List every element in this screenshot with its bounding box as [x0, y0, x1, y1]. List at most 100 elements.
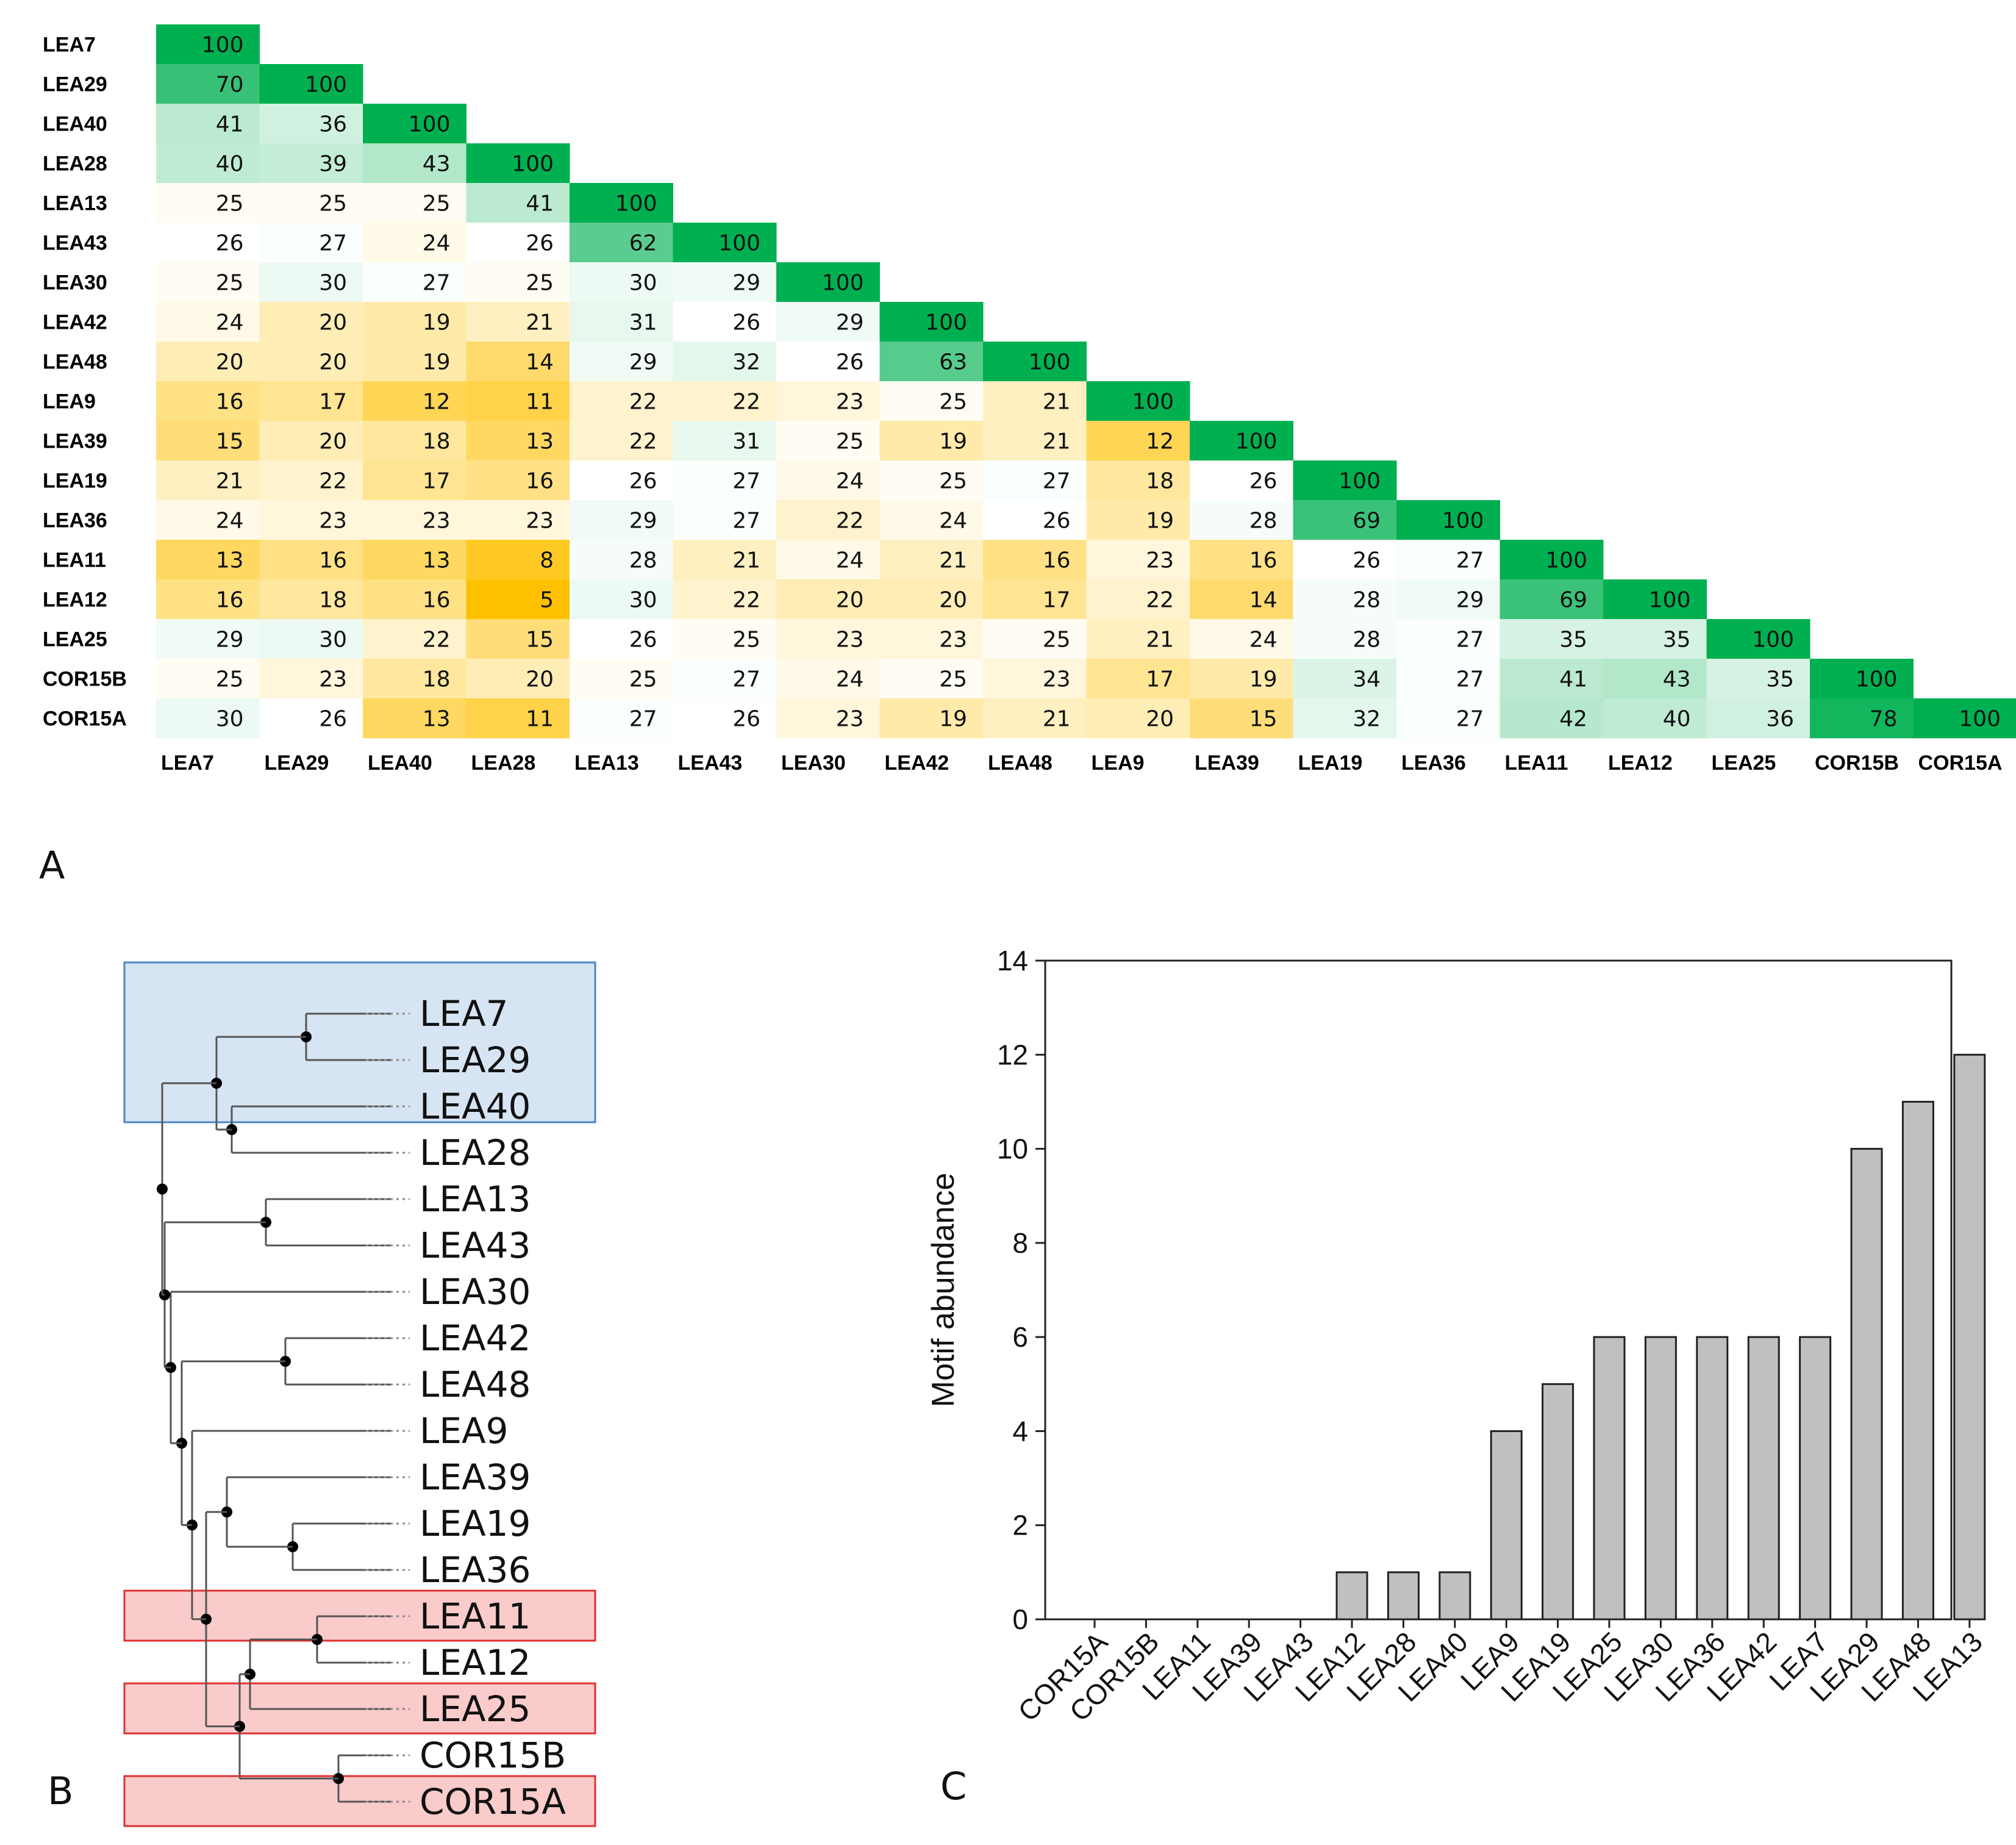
y-tick-label: 4	[1012, 1415, 1028, 1447]
heatmap-cell-value: 26	[629, 628, 657, 653]
bar	[1542, 1383, 1575, 1621]
y-tick-label: 2	[1012, 1510, 1028, 1541]
heatmap-cell-value: 69	[1353, 509, 1381, 534]
heatmap-row-label: LEA9	[43, 390, 96, 414]
heatmap-cell	[570, 619, 673, 659]
tree-leaf-label: LEA12	[420, 1642, 531, 1683]
heatmap-cell-value: 25	[836, 429, 864, 454]
heatmap-cell	[1603, 619, 1707, 659]
heatmap-cell	[363, 698, 466, 739]
heatmap-cell	[570, 460, 673, 501]
heatmap-cell-value: 28	[629, 548, 657, 573]
heatmap-cell-value: 26	[732, 310, 760, 335]
y-axis-label: Motif abundance	[926, 1173, 961, 1408]
heatmap-row-label: LEA40	[43, 113, 107, 136]
heatmap-cell-value: 24	[216, 509, 244, 534]
heatmap-cell	[156, 540, 260, 580]
heatmap-cell-value: 31	[629, 310, 657, 335]
heatmap-cell-value: 25	[629, 667, 657, 692]
bar	[1747, 1336, 1780, 1621]
heatmap-cell	[259, 104, 363, 144]
heatmap-cell-value: 21	[526, 310, 554, 335]
heatmap-cell-value: 26	[836, 350, 864, 375]
heatmap-cell	[776, 698, 880, 739]
heatmap-cell-value: 16	[1043, 548, 1071, 573]
heatmap-cell-value: 36	[319, 112, 347, 137]
heatmap-cell-value: 15	[1249, 707, 1278, 732]
heatmap-cell-value: 20	[836, 588, 864, 613]
heatmap-cell-value: 24	[836, 667, 864, 692]
heatmap-cell-value: 36	[1766, 707, 1794, 732]
heatmap-cell	[363, 659, 466, 699]
heatmap-col-label: LEA7	[161, 751, 214, 775]
bar	[1850, 1148, 1883, 1621]
heatmap-cell-value: 27	[1456, 548, 1484, 573]
heatmap-cell-value: 35	[1663, 628, 1691, 653]
heatmap-cell	[1190, 659, 1293, 699]
heatmap-cell-value: 21	[1043, 707, 1071, 732]
tree-leaf-label: LEA42	[420, 1317, 531, 1359]
heatmap-cell	[1499, 698, 1604, 739]
heatmap-cell-value: 15	[526, 628, 554, 653]
heatmap-cell-value: 100	[1132, 390, 1174, 415]
heatmap-cell	[1706, 659, 1810, 699]
heatmap-cell-value: 18	[319, 588, 347, 613]
heatmap-cell-value: 17	[423, 469, 451, 494]
tree-leaf-label: LEA30	[420, 1271, 531, 1313]
heatmap-col-label: LEA9	[1092, 751, 1145, 775]
heatmap-cell-value: 16	[526, 469, 554, 494]
heatmap-cell	[673, 659, 777, 699]
heatmap-cell	[466, 302, 570, 342]
tree-leaf-label: COR15B	[420, 1735, 566, 1776]
panel-label-c: C	[940, 1764, 967, 1808]
heatmap-cell-value: 29	[629, 350, 657, 375]
heatmap-col-label: LEA30	[781, 751, 846, 775]
heatmap-cell-value: 16	[1249, 548, 1278, 573]
heatmap-col-label: LEA25	[1712, 751, 1776, 775]
heatmap-row-label: LEA42	[43, 311, 107, 334]
heatmap-row-label: LEA29	[43, 73, 107, 96]
heatmap-cell-value: 100	[1442, 509, 1484, 534]
heatmap-cell	[363, 540, 466, 580]
tree-leaf-label: LEA28	[420, 1132, 531, 1173]
heatmap-cell	[983, 460, 1087, 501]
heatmap-cell	[1190, 698, 1293, 739]
heatmap-cell	[1190, 619, 1293, 659]
heatmap-cell-value: 27	[1043, 469, 1071, 494]
heatmap-cell-value: 19	[939, 707, 967, 732]
heatmap-cell	[1293, 698, 1397, 739]
heatmap-row-label: LEA11	[43, 549, 106, 572]
heatmap-cell-value: 22	[732, 588, 760, 613]
heatmap-row-label: LEA36	[43, 509, 107, 532]
tree-leaf-label: COR15A	[420, 1781, 566, 1822]
heatmap-cell-value: 25	[423, 192, 451, 217]
heatmap-cell	[156, 302, 260, 342]
heatmap-cell	[776, 262, 880, 303]
heatmap-cell-value: 21	[1043, 390, 1071, 415]
heatmap-cell	[1086, 540, 1190, 580]
heatmap-cell-value: 30	[319, 628, 347, 653]
heatmap-cell-value: 22	[319, 469, 347, 494]
heatmap-cell-value: 14	[526, 350, 554, 375]
y-tick-label: 6	[1012, 1321, 1028, 1353]
heatmap-cell-value: 25	[732, 628, 760, 653]
heatmap-cell-value: 62	[629, 231, 657, 256]
heatmap-cell	[156, 500, 260, 540]
heatmap-cell-value: 100	[202, 33, 244, 58]
heatmap-cell	[259, 262, 363, 303]
heatmap-cell	[879, 579, 984, 620]
heatmap-cell	[776, 540, 880, 580]
heatmap-cell	[363, 223, 466, 263]
heatmap-cell-value: 25	[939, 469, 967, 494]
heatmap-cell	[570, 579, 673, 620]
heatmap-cell-value: 31	[732, 429, 760, 454]
heatmap-cell	[776, 302, 880, 342]
heatmap-cell	[259, 659, 363, 699]
heatmap-cell	[879, 659, 984, 699]
heatmap-cell-value: 28	[1353, 628, 1381, 653]
heatmap-cell-value: 24	[216, 310, 244, 335]
heatmap-cell	[466, 183, 570, 223]
heatmap-cell	[1086, 381, 1190, 421]
heatmap-col-label: COR15B	[1815, 751, 1899, 775]
heatmap-cell	[363, 104, 466, 144]
